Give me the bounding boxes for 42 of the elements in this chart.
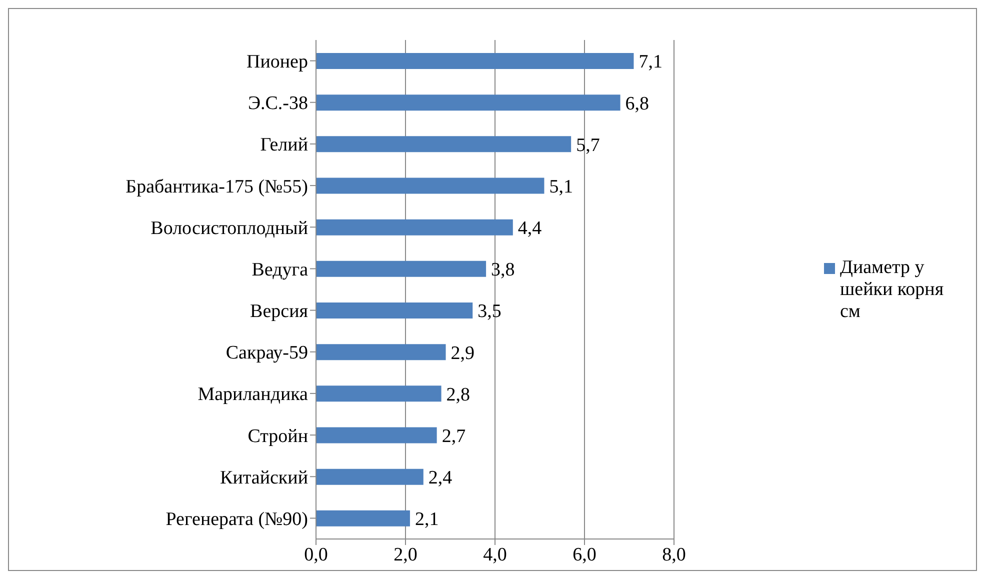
- x-tick-label: 0,0: [304, 544, 328, 566]
- bar: [316, 427, 437, 444]
- y-tick-label: Э.С.-38: [248, 93, 308, 114]
- y-tick-label: Волосистоплодный: [150, 218, 308, 239]
- y-tick-label: Китайский: [220, 467, 308, 488]
- y-tick-label: Мариландика: [198, 384, 309, 406]
- data-label: 2,7: [442, 426, 466, 447]
- bar: [316, 386, 442, 402]
- x-tick-label: 4,0: [483, 544, 507, 566]
- bar: [316, 468, 424, 485]
- y-tick-label: Пионер: [246, 52, 308, 73]
- y-tick-label: Сакрау-59: [226, 342, 308, 364]
- y-tick-label: Гелий: [260, 134, 308, 156]
- y-tick-label: Регенерата (№90): [166, 508, 308, 530]
- bar: [316, 302, 473, 318]
- bar: [316, 136, 572, 152]
- data-label: 2,4: [428, 468, 453, 489]
- bar: [316, 260, 486, 277]
- y-tick-label: Стройн: [248, 426, 308, 447]
- bar: [316, 510, 410, 526]
- data-label: 2,9: [450, 342, 475, 364]
- x-tick-label: 2,0: [394, 544, 418, 566]
- x-tick-label: 8,0: [662, 544, 686, 566]
- bar: [316, 344, 446, 360]
- data-label: 6,8: [625, 93, 650, 114]
- data-label: 2,8: [446, 384, 470, 406]
- bar: [316, 53, 634, 69]
- data-label: 3,5: [478, 301, 502, 322]
- data-label: 7,1: [638, 52, 662, 73]
- legend-label: Диаметр у шейки корня см: [840, 256, 945, 322]
- y-tick-label: Брабантика-175 (№55): [126, 176, 308, 198]
- data-label: 3,8: [491, 260, 515, 281]
- bar: [316, 178, 544, 194]
- y-tick-label: Ведуга: [252, 259, 309, 280]
- y-tick-label: Версия: [250, 301, 308, 322]
- bar: [316, 219, 513, 236]
- data-label: 5,1: [549, 176, 573, 198]
- data-label: 4,4: [518, 218, 542, 240]
- bar: [316, 94, 620, 111]
- data-label: 2,1: [414, 509, 439, 530]
- x-tick-label: 6,0: [572, 544, 596, 566]
- data-label: 5,7: [576, 134, 600, 156]
